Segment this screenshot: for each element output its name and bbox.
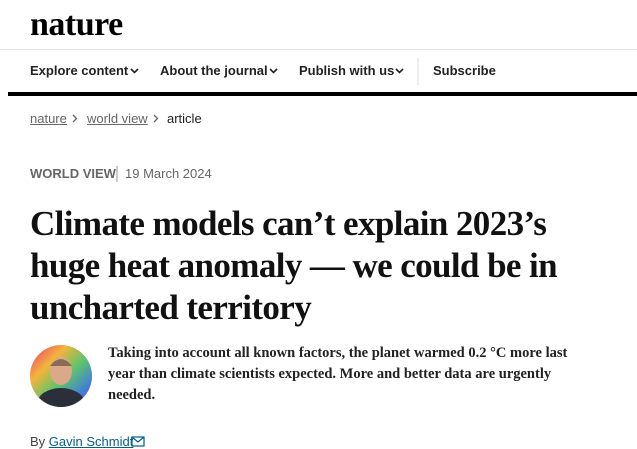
page: {"header": {"logo": "nature"}, "nav": {"… (0, 0, 637, 447)
page-body: nature Explore content About the journal… (0, 0, 637, 447)
article-type: WORLD VIEW (30, 166, 116, 181)
mail-icon[interactable] (132, 437, 144, 446)
author-avatar[interactable] (30, 345, 92, 420)
chevrons (131, 69, 403, 73)
breadcrumb-link[interactable]: world view (87, 111, 148, 126)
divider (8, 92, 637, 96)
standfirst: needed. (108, 387, 155, 404)
article-title: Climate models can’t explain 2023’s (30, 204, 546, 244)
breadcrumb-link[interactable]: nature (30, 111, 67, 126)
standfirst: Taking into account all known factors, t… (108, 345, 567, 362)
breadcrumb-current: article (167, 111, 202, 126)
standfirst: year than climate scientists expected. M… (108, 366, 551, 383)
article-title: huge heat anomaly — we could be in (30, 246, 557, 286)
breadcrumb-link[interactable]: nature (30, 111, 67, 126)
breadcrumb-link[interactable]: world view (87, 111, 148, 126)
article-title: uncharted territory (30, 288, 311, 328)
article-date: 19 March 2024 (125, 166, 212, 181)
